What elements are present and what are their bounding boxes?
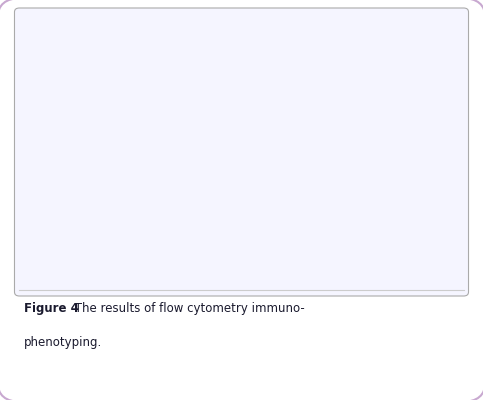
NK cells	[222, 166, 228, 170]
Line: T helper
cells: T helper cells	[75, 167, 301, 231]
T cells
(total)	[149, 121, 155, 126]
X-axis label: Months: Months	[164, 285, 213, 298]
T cytotoxic
cells	[76, 141, 82, 146]
NK cells	[295, 186, 301, 190]
NK cells	[76, 220, 82, 225]
Line: NK cells: NK cells	[74, 160, 303, 228]
Text: The results of flow cytometry immuno-: The results of flow cytometry immuno-	[71, 302, 305, 315]
T helper
cells	[149, 225, 155, 230]
Text: phenotyping.: phenotyping.	[24, 336, 102, 349]
T cytotoxic
cells	[149, 158, 155, 163]
Y-axis label: %: %	[14, 135, 25, 148]
Line: B cells: B cells	[75, 249, 301, 261]
T helper
cells	[76, 168, 82, 173]
B cells	[222, 255, 228, 260]
T cells
(total)	[76, 54, 82, 58]
T cells
(total)	[295, 76, 301, 81]
T cytotoxic
cells	[222, 143, 228, 148]
Legend: T cells
(total), T helper
cells, T cytotoxic
cells, B cells, NK cells: T cells (total), T helper cells, T cytot…	[339, 36, 417, 138]
T cytotoxic
cells	[295, 143, 301, 148]
T helper
cells	[222, 225, 228, 230]
Line: T cytotoxic
cells: T cytotoxic cells	[75, 140, 301, 164]
T helper
cells	[295, 198, 301, 203]
Line: T cells
(total): T cells (total)	[75, 52, 301, 126]
Title: Immunophenotyping: Immunophenotyping	[119, 18, 258, 31]
Text: Figure 4: Figure 4	[24, 302, 79, 315]
T cells
(total)	[222, 106, 228, 110]
B cells	[295, 255, 301, 260]
B cells	[149, 253, 155, 258]
B cells	[76, 250, 82, 255]
NK cells	[149, 163, 155, 168]
